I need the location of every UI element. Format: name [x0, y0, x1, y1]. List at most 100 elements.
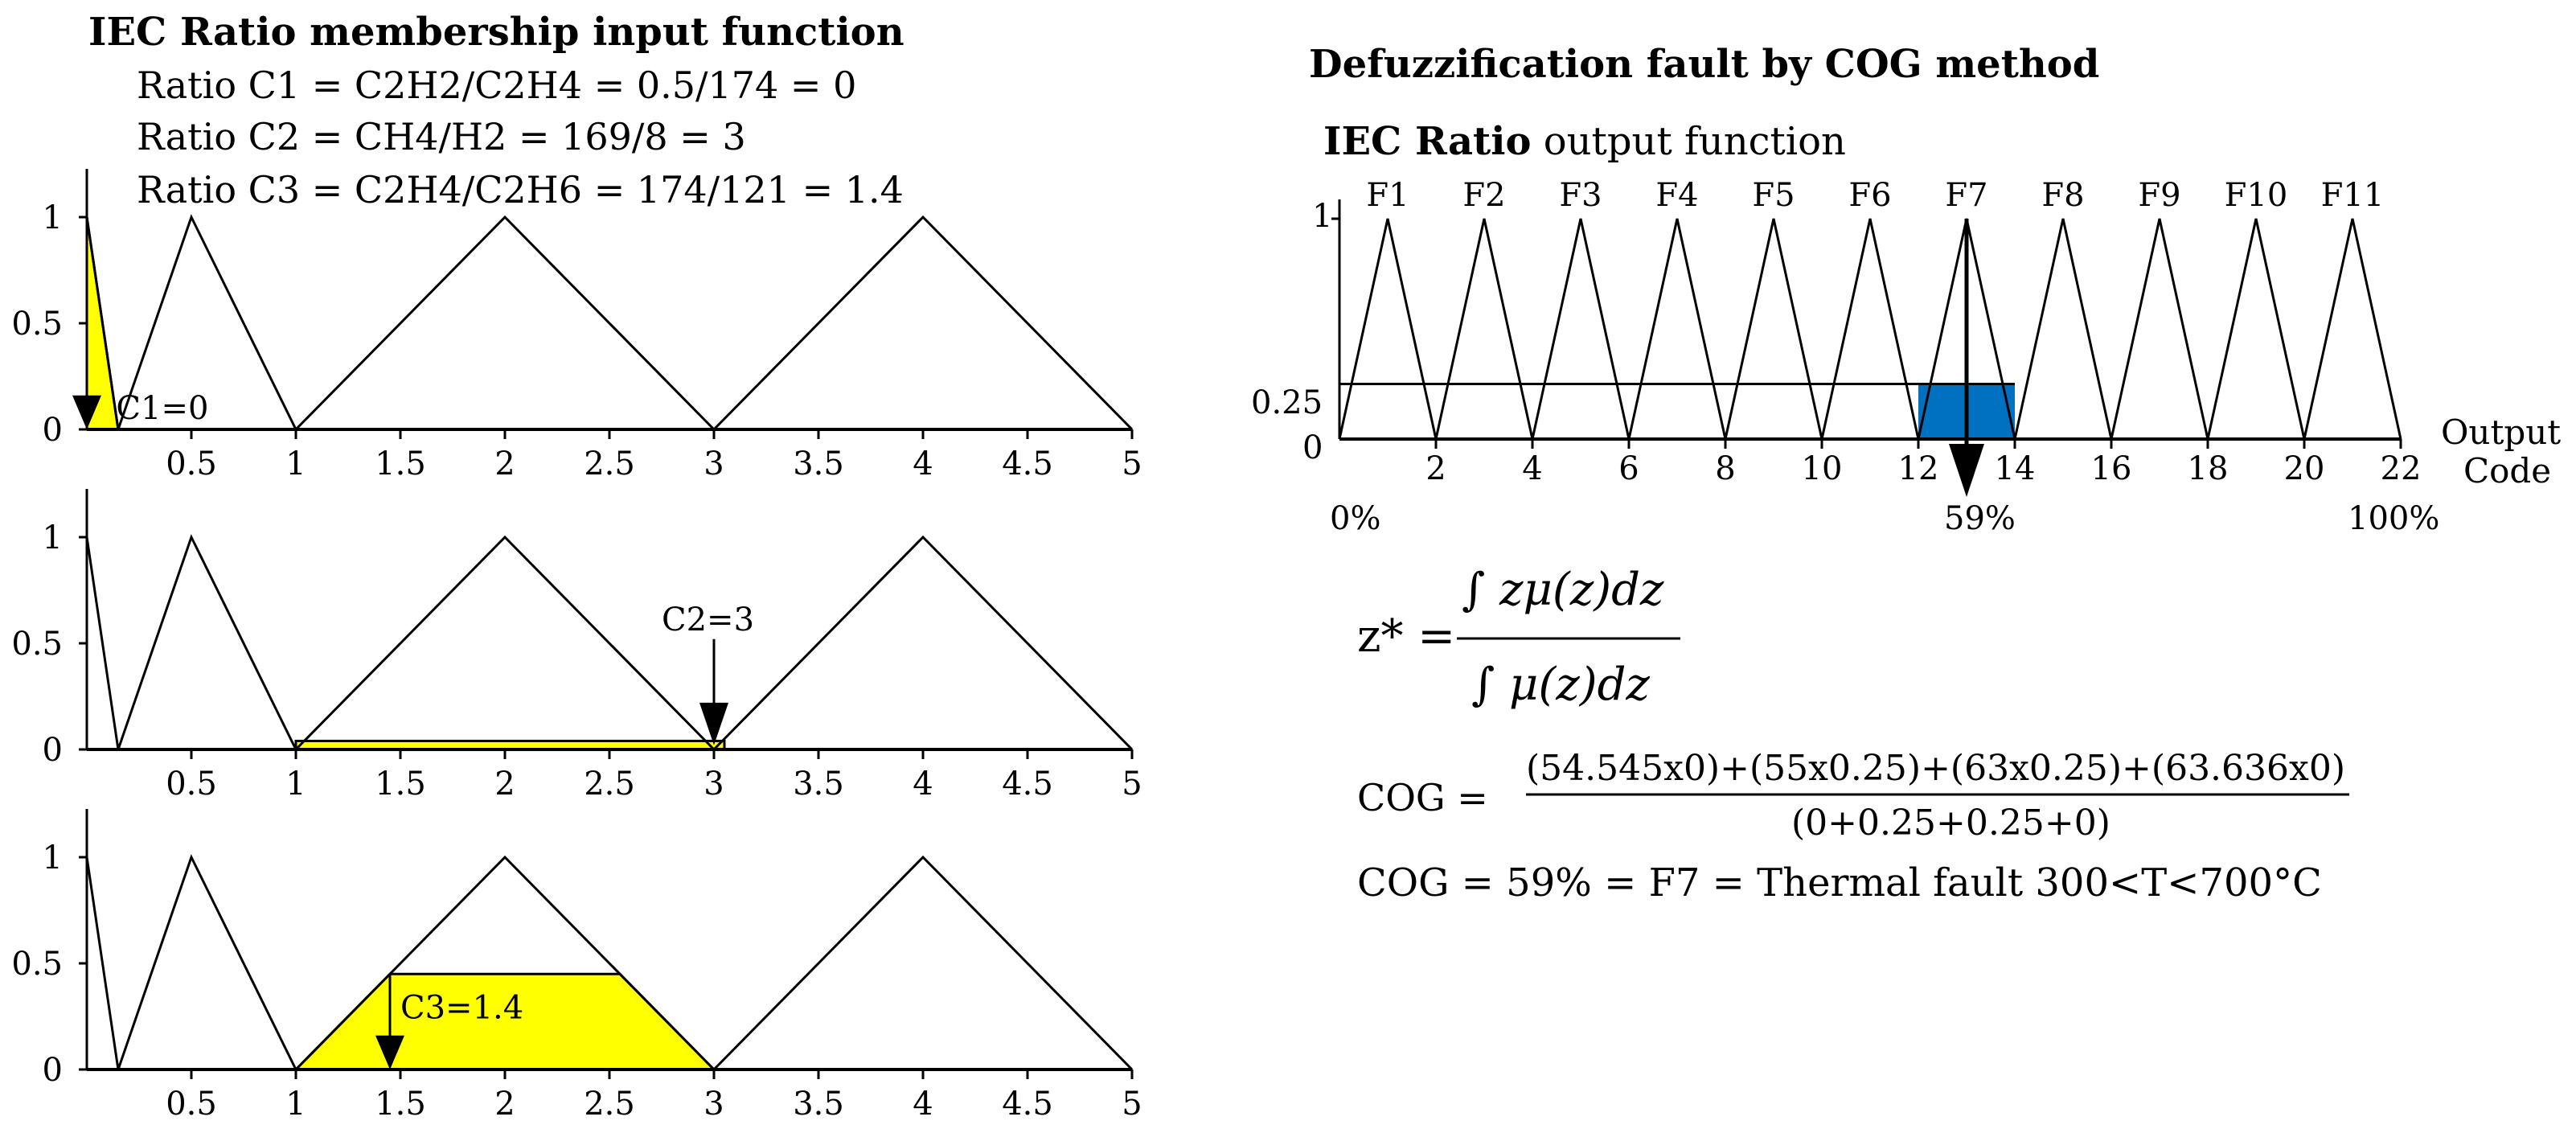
membership-panel-1: 0 0.5 1 0.5 1 1.5 2 2.5 3 3.5 4 4.5 5 C1=0 — [11, 169, 1142, 482]
formula-denominator: ∫ μ(z)dz — [1471, 659, 1650, 711]
output-function-chart: F1 F2 F3 F4 F5 F6 F7 F8 F9 F10 F11 2 4 6 8 10 12 14 16 18 20… — [1331, 177, 2421, 497]
y-tick-025: 0.25 — [1251, 384, 1323, 421]
x-tick-label: 10 — [1802, 450, 1843, 487]
right-subtitle: IEC Ratio output function — [1323, 119, 1846, 164]
axis-label-output: Output — [2441, 413, 2561, 452]
y-tick-label: 0.5 — [11, 946, 63, 983]
c2-arrow-head — [699, 702, 728, 745]
x-tick-label: 3.5 — [793, 1086, 844, 1123]
x-tick-label: 1.5 — [375, 445, 426, 482]
x-tick-label: 1.5 — [375, 1086, 426, 1123]
y-tick-label: 0 — [43, 732, 63, 769]
x-tick-label: 1.5 — [375, 766, 426, 803]
cog-numerator: (54.545x0)+(55x0.25)+(63x0.25)+(63.636x0… — [1526, 748, 2345, 789]
y-tick-label: 0.5 — [11, 306, 63, 343]
x-tick-label: 4 — [1522, 450, 1542, 487]
x-tick-label: 2 — [494, 766, 515, 803]
output-curve-F10 — [2206, 218, 2306, 440]
membership-curve-2 — [117, 854, 297, 1070]
c3-arrow-head — [375, 1035, 404, 1069]
x-tick-label: 4.5 — [1002, 445, 1053, 482]
ratio-line-3: Ratio C3 = C2H4/C2H6 = 174/121 = 1.4 — [137, 168, 904, 211]
x-tick-label: 4 — [913, 766, 933, 803]
membership-curve-4 — [712, 535, 1134, 751]
fault-label-F9: F9 — [2138, 177, 2180, 214]
right-subtitle-rest: output function — [1531, 119, 1845, 164]
cog-label: COG = — [1357, 776, 1488, 819]
x-tick-label: 0.5 — [166, 766, 217, 803]
membership-panel-3: 0 0.5 1 0.5 1 1.5 2 2.5 3 3.5 4 4.5 5 C3=1.4 — [11, 809, 1142, 1123]
membership-panel-2: 0 0.5 1 0.5 1 1.5 2 2.5 3 3.5 4 4.5 5 C2=3 — [11, 489, 1142, 803]
x-tick-label: 20 — [2284, 450, 2325, 487]
membership-curve-4 — [712, 215, 1134, 431]
membership-curve-2 — [117, 534, 297, 750]
membership-curve-4 — [712, 855, 1134, 1071]
cog-arrow-head — [1949, 444, 1984, 497]
y-tick-label: 1 — [43, 199, 63, 236]
ratio-line-2: Ratio C2 = CH4/H2 = 169/8 = 3 — [137, 115, 746, 158]
pct-start: 0% — [1330, 500, 1380, 537]
pct-end: 100% — [2348, 500, 2439, 537]
x-tick-label: 22 — [2381, 450, 2422, 487]
x-tick-label: 12 — [1898, 450, 1939, 487]
y-tick-label: 1 — [43, 519, 63, 556]
fault-label-F5: F5 — [1752, 177, 1795, 214]
right-subtitle-bold: IEC Ratio — [1323, 119, 1531, 164]
fault-label-F8: F8 — [2041, 177, 2084, 214]
right-heading: Defuzzification fault by COG method — [1309, 42, 2099, 87]
y-tick-1: 1 — [1312, 198, 1332, 235]
membership-curve-2 — [117, 214, 297, 430]
y-tick-label: 1 — [43, 840, 63, 877]
c1-arrow-head — [72, 395, 101, 429]
membership-curve-1 — [85, 536, 120, 750]
output-curve-F5 — [1724, 218, 1823, 440]
output-curve-F4 — [1627, 218, 1727, 440]
output-curve-F6 — [1820, 218, 1920, 440]
x-tick-label: 3 — [703, 766, 724, 803]
x-tick-label: 3.5 — [793, 766, 844, 803]
x-tick-label: 2.5 — [584, 1086, 635, 1123]
c3-label: C3=1.4 — [400, 990, 523, 1027]
x-tick-label: 5 — [1122, 1086, 1142, 1123]
x-tick-label: 2 — [1425, 450, 1446, 487]
x-tick-label: 5 — [1122, 445, 1142, 482]
x-tick-label: 2 — [494, 445, 515, 482]
x-tick-label: 4 — [913, 445, 933, 482]
y-tick-label: 0.5 — [11, 626, 63, 663]
x-tick-label: 4.5 — [1002, 766, 1053, 803]
output-curve-F1 — [1338, 218, 1438, 440]
membership-curve-1 — [85, 856, 120, 1070]
y-tick-0: 0 — [1302, 429, 1323, 466]
x-tick-label: 3 — [703, 445, 724, 482]
x-tick-label: 5 — [1122, 766, 1142, 803]
x-tick-label: 8 — [1715, 450, 1735, 487]
x-tick-label: 0.5 — [166, 1086, 217, 1123]
output-curve-F3 — [1531, 218, 1631, 440]
formula-lhs: z* = — [1357, 610, 1455, 663]
fault-label-F7: F7 — [1945, 177, 1987, 214]
y-tick-label: 0 — [43, 412, 63, 449]
x-tick-label: 16 — [2091, 450, 2132, 487]
membership-curve-1 — [85, 216, 120, 430]
x-tick-label: 2.5 — [584, 766, 635, 803]
x-tick-label: 3.5 — [793, 445, 844, 482]
cog-denominator: (0+0.25+0.25+0) — [1791, 803, 2110, 844]
x-tick-label: 6 — [1618, 450, 1639, 487]
x-tick-label: 1 — [285, 1086, 306, 1123]
output-curve-F8 — [2013, 218, 2113, 440]
c1-label: C1=0 — [116, 390, 208, 427]
left-title-bold: IEC Ratio — [88, 10, 296, 55]
output-curve-F9 — [2110, 218, 2209, 440]
x-tick-label: 2.5 — [584, 445, 635, 482]
ratio-line-1: Ratio C1 = C2H2/C2H4 = 0.5/174 = 0 — [137, 64, 856, 107]
fault-label-F10: F10 — [2225, 177, 2288, 214]
output-curve-F11 — [2303, 218, 2402, 440]
pct-mid: 59% — [1944, 500, 2016, 537]
x-tick-label: 18 — [2188, 450, 2229, 487]
output-curve-F2 — [1434, 218, 1534, 440]
x-tick-label: 1 — [285, 445, 306, 482]
membership-panels: 0 0.5 1 0.5 1 1.5 2 2.5 3 3.5 4 4.5 5 C1=0 0 0.5 1 0.5 1 1.… — [11, 169, 1142, 1123]
x-tick-label: 4.5 — [1002, 1086, 1053, 1123]
c2-label: C2=3 — [662, 601, 754, 638]
